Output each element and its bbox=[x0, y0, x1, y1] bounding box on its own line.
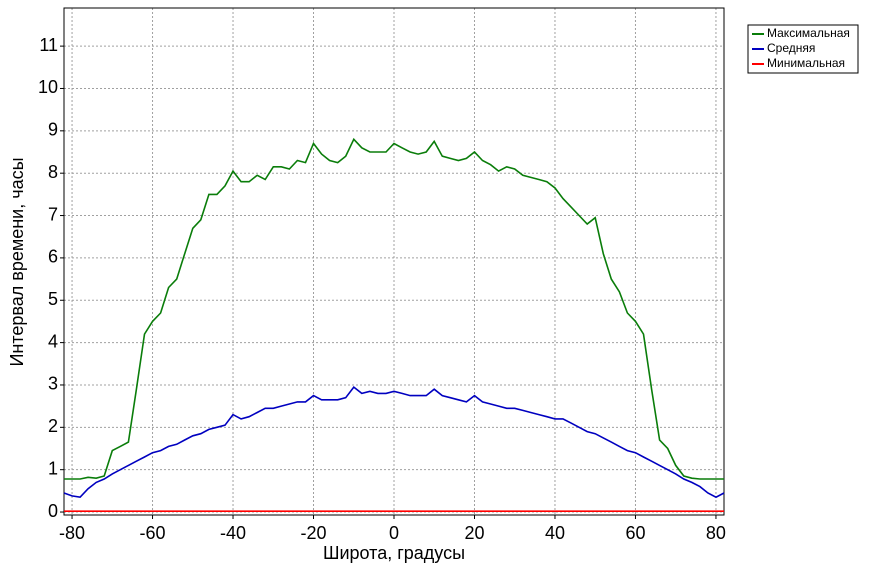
y-tick-label: 3 bbox=[48, 374, 58, 394]
x-tick-label: -40 bbox=[220, 523, 246, 543]
x-tick-label: 60 bbox=[625, 523, 645, 543]
y-tick-label: 1 bbox=[48, 458, 58, 478]
y-tick-label: 2 bbox=[48, 416, 58, 436]
legend-label: Минимальная bbox=[767, 56, 845, 70]
y-tick-label: 6 bbox=[48, 247, 58, 267]
data-line bbox=[64, 137, 724, 480]
legend-label: Средняя bbox=[767, 41, 815, 55]
y-tick-label: 0 bbox=[48, 501, 58, 521]
y-tick-label: 11 bbox=[39, 35, 58, 55]
x-tick-label: 40 bbox=[545, 523, 565, 543]
x-tick-label: 20 bbox=[464, 523, 484, 543]
data-line bbox=[63, 385, 725, 499]
legend-box bbox=[747, 24, 859, 74]
y-tick-label: 10 bbox=[38, 77, 58, 97]
y-axis-label: Интервал времени, часы bbox=[7, 157, 27, 366]
y-tick-label: 8 bbox=[48, 162, 58, 182]
y-tick-label: 5 bbox=[48, 289, 58, 309]
y-tick-label: 4 bbox=[48, 331, 58, 351]
x-tick-label: -20 bbox=[301, 523, 327, 543]
y-tick-label: 7 bbox=[48, 204, 58, 224]
x-tick-label: 80 bbox=[706, 523, 726, 543]
plot-frame bbox=[63, 7, 725, 516]
y-tick-label: 9 bbox=[48, 120, 58, 140]
legend-label: Максимальная bbox=[767, 26, 850, 40]
x-tick-label: 0 bbox=[389, 523, 399, 543]
x-tick-label: -80 bbox=[59, 523, 85, 543]
x-axis-label: Широта, градусы bbox=[323, 543, 465, 563]
x-tick-label: -60 bbox=[140, 523, 166, 543]
